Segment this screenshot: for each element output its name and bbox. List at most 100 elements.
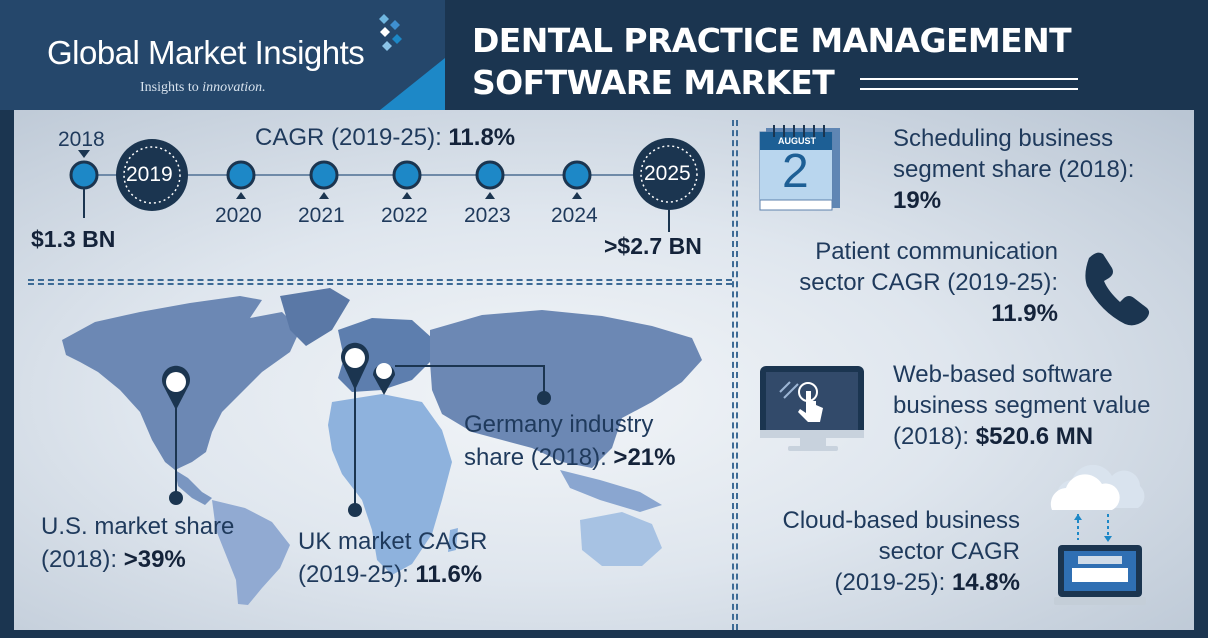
map-asia <box>430 310 702 468</box>
germany-line-2: share (2018): >21% <box>464 441 675 474</box>
patient-value: 11.9% <box>991 300 1058 327</box>
year-2025: 2025 <box>644 162 691 185</box>
timeline-dot-2021 <box>309 160 339 190</box>
us-line-1: U.S. market share <box>41 513 235 540</box>
timeline-marker-2020 <box>236 192 246 199</box>
touch-monitor-icon <box>760 366 864 451</box>
timeline-marker-2023 <box>485 192 495 199</box>
diamond-logo-icon <box>379 14 402 51</box>
cagr-label: CAGR (2019-25): <box>255 124 449 151</box>
start-value: $1.3 BN <box>31 226 115 253</box>
germany-line-1: Germany industry <box>464 411 654 438</box>
germany-value: >21% <box>613 444 676 471</box>
timeline-marker-2021 <box>319 192 329 199</box>
start-value-bold: $1.3 BN <box>31 226 116 252</box>
cloud-line-2: sector CAGR <box>878 538 1020 565</box>
map-pin-icon-us <box>162 365 190 410</box>
patient-line-2: sector CAGR (2019-25): <box>799 269 1058 296</box>
scheduling-line-2: segment share (2018): <box>893 156 1135 183</box>
tagline-prefix: Insights to <box>140 80 203 95</box>
web-line-1: Web-based software <box>893 361 1113 388</box>
page-title: DENTAL PRACTICE MANAGEMENT SOFTWARE MARK… <box>472 20 1072 104</box>
map-pin-icon-uk <box>341 342 369 390</box>
timeline-marker-2024 <box>572 192 582 199</box>
year-2024: 2024 <box>551 204 598 227</box>
timeline-dot-2019-ring <box>123 146 181 204</box>
tagline-emphasis: innovation. <box>202 80 266 95</box>
timeline-dot-2025-ring <box>640 145 698 203</box>
us-value: >39% <box>123 546 186 573</box>
cloud-line-1: Cloud-based business <box>782 507 1020 534</box>
timeline-dot-2024 <box>562 160 592 190</box>
year-2022: 2022 <box>381 204 428 227</box>
uk-prefix: (2019-25): <box>298 561 416 588</box>
cagr-value: 11.8% <box>448 124 516 151</box>
us-prefix: (2018): <box>41 546 124 573</box>
patient-line-1: Patient communication <box>815 238 1058 265</box>
year-2021: 2021 <box>298 204 345 227</box>
germany-pin-line <box>395 365 545 398</box>
header: Global Market Insights Insights to innov… <box>0 0 1208 110</box>
germany-prefix: share (2018): <box>464 444 614 471</box>
brand-name: Global Market Insights <box>47 34 365 71</box>
cloud-computer-icon <box>1050 464 1146 605</box>
map-south-america <box>212 500 290 605</box>
timeline-dot-2019 <box>116 139 188 211</box>
map-madagascar <box>448 528 458 552</box>
year-2018: 2018 <box>58 128 105 151</box>
phone-icon <box>1085 252 1150 326</box>
calendar-icon <box>759 125 840 211</box>
web-stat: Web-based software business segment valu… <box>893 359 1150 452</box>
cloud-value: 14.8% <box>951 569 1020 596</box>
map-pin-icon-germany <box>373 363 395 395</box>
germany-pin-end <box>537 391 551 405</box>
web-line-2: business segment value <box>893 392 1151 419</box>
uk-stat: UK market CAGR (2019-25): 11.6% <box>298 525 487 591</box>
map-central-america <box>175 470 212 505</box>
germany-stat: Germany industry share (2018): >21% <box>464 408 675 474</box>
uk-value: 11.6% <box>415 561 483 588</box>
timeline-dot-2018 <box>69 160 99 190</box>
title-line-1: DENTAL PRACTICE MANAGEMENT <box>472 21 1072 60</box>
timeline-dot-2023 <box>475 160 505 190</box>
timeline-dot-2025 <box>633 138 705 210</box>
map-australia <box>580 512 662 566</box>
cloud-stat: Cloud-based business sector CAGR (2019-2… <box>750 505 1020 598</box>
map-southeast-asia <box>560 470 662 512</box>
web-prefix: (2018): <box>893 423 976 450</box>
us-line-2: (2018): >39% <box>41 543 234 576</box>
year-2023: 2023 <box>464 204 511 227</box>
timeline-dot-2020 <box>226 160 256 190</box>
logo-accent-stripe <box>380 58 445 110</box>
scheduling-value: 19% <box>893 187 942 214</box>
vertical-divider <box>732 120 738 630</box>
map-africa <box>328 394 452 575</box>
timeline-2018-marker <box>78 150 90 158</box>
horizontal-divider <box>28 279 732 285</box>
year-2019: 2019 <box>126 163 173 186</box>
web-value: $520.6 MN <box>975 423 1094 450</box>
uk-pin-end <box>348 503 362 517</box>
patient-stat: Patient communication sector CAGR (2019-… <box>768 236 1058 329</box>
map-greenland <box>280 288 350 346</box>
brand-tagline: Insights to innovation. <box>140 80 266 96</box>
logo-panel <box>0 0 445 110</box>
calendar-month: AUGUST <box>778 136 816 146</box>
uk-line-1: UK market CAGR <box>298 528 488 555</box>
timeline-marker-2022 <box>402 192 412 199</box>
scheduling-line-1: Scheduling business <box>893 125 1114 152</box>
end-value: >$2.7 BN <box>604 233 702 260</box>
us-stat: U.S. market share (2018): >39% <box>41 510 234 576</box>
year-2020: 2020 <box>215 204 262 227</box>
title-rule <box>860 78 1078 90</box>
uk-line-2: (2019-25): 11.6% <box>298 558 487 591</box>
timeline-dot-2022 <box>392 160 422 190</box>
end-value-bold: >$2.7 BN <box>604 233 702 259</box>
title-line-2: SOFTWARE MARKET <box>472 63 835 102</box>
calendar-day: 2 <box>782 145 809 198</box>
scheduling-stat: Scheduling business segment share (2018)… <box>893 123 1134 216</box>
cloud-prefix: (2019-25): <box>834 569 952 596</box>
us-pin-end <box>169 491 183 505</box>
